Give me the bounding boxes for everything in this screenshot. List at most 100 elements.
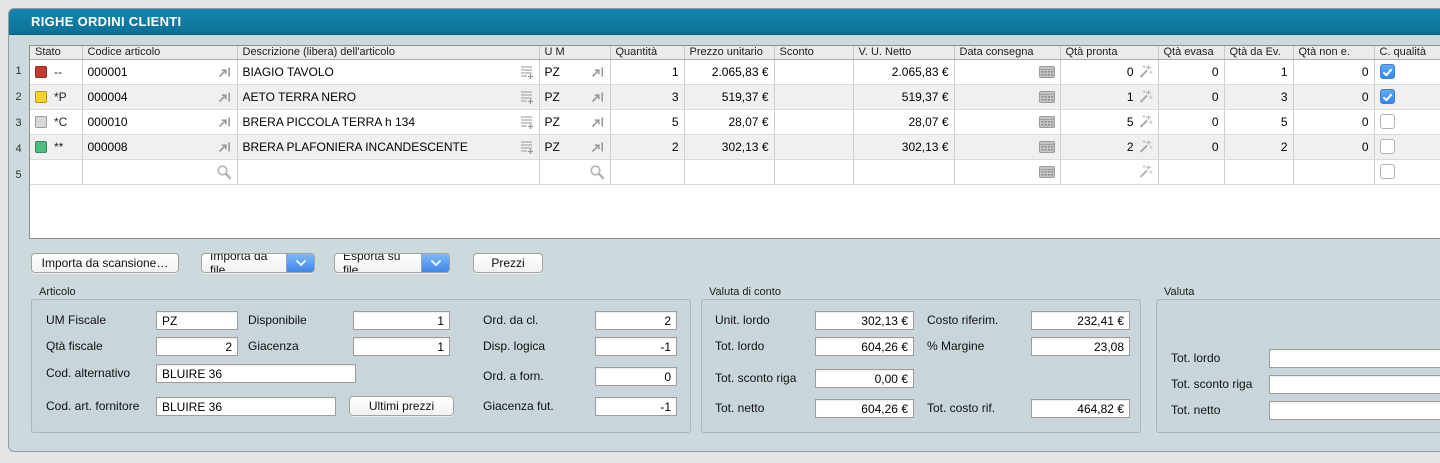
edit-description-lines-icon[interactable] — [519, 89, 534, 104]
unit-lordo-field[interactable]: 302,13 € — [815, 311, 914, 330]
goto-link-arrow-icon[interactable] — [590, 90, 605, 104]
col-header-pronta[interactable]: Qtà pronta — [1060, 46, 1159, 60]
cell-stato[interactable]: *C — [30, 109, 83, 135]
cell-prezzo-unitario[interactable]: 302,13 € — [684, 134, 775, 160]
cell-descrizione[interactable] — [237, 159, 540, 185]
cell-stato[interactable]: -- — [30, 59, 83, 85]
cell-data-consegna[interactable] — [954, 59, 1061, 85]
prezzi-button[interactable]: Prezzi — [473, 253, 543, 273]
goto-link-arrow-icon[interactable] — [217, 90, 232, 104]
col-header-qualita[interactable]: C. qualità — [1374, 46, 1440, 60]
cell-qta-evasa[interactable]: 0 — [1158, 59, 1225, 85]
goto-link-arrow-icon[interactable] — [590, 140, 605, 154]
cell-sconto[interactable] — [774, 159, 854, 185]
cell-qta-non-e[interactable]: 0 — [1293, 109, 1375, 135]
cod-alternativo-field[interactable]: BLUIRE 36 — [156, 364, 356, 383]
col-header-da-ev[interactable]: Qtà da Ev. — [1224, 46, 1294, 60]
cell-um[interactable]: PZ — [539, 59, 611, 85]
cell-quantita[interactable]: 2 — [610, 134, 685, 160]
search-lookup-icon[interactable] — [216, 164, 232, 180]
chevron-down-icon[interactable] — [286, 254, 314, 272]
search-lookup-icon[interactable] — [589, 164, 605, 180]
cell-stato[interactable] — [30, 159, 83, 185]
cell-qta-da-ev[interactable] — [1224, 159, 1294, 185]
cell-sconto[interactable] — [774, 109, 854, 135]
edit-description-lines-icon[interactable] — [519, 64, 534, 79]
chevron-down-icon[interactable] — [421, 254, 449, 272]
esporta-su-file-dropdown[interactable]: Esporta su file — [334, 253, 450, 273]
magic-wand-icon[interactable] — [1137, 139, 1153, 154]
cell-quantita[interactable]: 5 — [610, 109, 685, 135]
cell-vu-netto[interactable]: 519,37 € — [853, 84, 955, 110]
valuta-tot-netto-field[interactable] — [1269, 401, 1440, 420]
cell-data-consegna[interactable] — [954, 84, 1061, 110]
goto-link-arrow-icon[interactable] — [217, 65, 232, 79]
quality-checkbox[interactable] — [1379, 164, 1395, 180]
giacenza-field[interactable]: 1 — [353, 337, 450, 356]
cell-qta-evasa[interactable] — [1158, 159, 1225, 185]
cell-stato[interactable]: *P — [30, 84, 83, 110]
qta-fiscale-field[interactable]: 2 — [156, 337, 238, 356]
margine-field[interactable]: 23,08 — [1031, 337, 1130, 356]
magic-wand-icon[interactable] — [1137, 64, 1153, 79]
importa-da-scansione-button[interactable]: Importa da scansione… — [31, 253, 179, 273]
cell-um[interactable]: PZ — [539, 109, 611, 135]
cell-qta-non-e[interactable]: 0 — [1293, 84, 1375, 110]
cell-qta-evasa[interactable]: 0 — [1158, 134, 1225, 160]
cell-codice-articolo[interactable]: 000001 — [82, 59, 238, 85]
cell-prezzo-unitario[interactable]: 519,37 € — [684, 84, 775, 110]
edit-description-lines-icon[interactable] — [519, 114, 534, 129]
magic-wand-icon[interactable] — [1137, 114, 1153, 129]
cell-codice-articolo[interactable]: 000008 — [82, 134, 238, 160]
ultimi-prezzi-button[interactable]: Ultimi prezzi — [349, 396, 454, 416]
cell-codice-articolo[interactable]: 000010 — [82, 109, 238, 135]
calendar-icon[interactable] — [1038, 165, 1055, 178]
col-header-codice[interactable]: Codice articolo — [82, 46, 238, 60]
cell-quantita[interactable] — [610, 159, 685, 185]
col-header-quantita[interactable]: Quantità — [610, 46, 685, 60]
edit-description-lines-icon[interactable] — [519, 139, 534, 154]
cell-qta-pronta[interactable]: 5 — [1060, 109, 1159, 135]
cell-qta-da-ev[interactable]: 1 — [1224, 59, 1294, 85]
cell-data-consegna[interactable] — [954, 109, 1061, 135]
importa-da-file-dropdown[interactable]: Importa da file — [201, 253, 315, 273]
cell-qta-non-e[interactable]: 0 — [1293, 59, 1375, 85]
col-header-evasa[interactable]: Qtà evasa — [1158, 46, 1225, 60]
col-header-stato[interactable]: Stato — [30, 46, 83, 60]
cell-qta-pronta[interactable] — [1060, 159, 1159, 185]
goto-link-arrow-icon[interactable] — [217, 115, 232, 129]
ord-da-cl-field[interactable]: 2 — [595, 311, 677, 330]
cell-prezzo-unitario[interactable]: 2.065,83 € — [684, 59, 775, 85]
cell-c-qualita[interactable] — [1374, 59, 1440, 85]
magic-wand-icon[interactable] — [1137, 89, 1153, 104]
cell-prezzo-unitario[interactable]: 28,07 € — [684, 109, 775, 135]
cell-data-consegna[interactable] — [954, 134, 1061, 160]
disp-logica-field[interactable]: -1 — [595, 337, 677, 356]
cell-qta-non-e[interactable] — [1293, 159, 1375, 185]
cell-qta-pronta[interactable]: 0 — [1060, 59, 1159, 85]
cell-vu-netto[interactable]: 28,07 € — [853, 109, 955, 135]
tot-lordo-field[interactable]: 604,26 € — [815, 337, 914, 356]
cell-prezzo-unitario[interactable] — [684, 159, 775, 185]
disponibile-field[interactable]: 1 — [353, 311, 450, 330]
tot-sconto-riga-field[interactable]: 0,00 € — [815, 369, 914, 388]
col-header-netto[interactable]: V. U. Netto — [853, 46, 955, 60]
cell-data-consegna[interactable] — [954, 159, 1061, 185]
cell-um[interactable]: PZ — [539, 84, 611, 110]
cell-codice-articolo[interactable] — [82, 159, 238, 185]
cell-descrizione[interactable]: AETO TERRA NERO — [237, 84, 540, 110]
cell-quantita[interactable]: 1 — [610, 59, 685, 85]
cell-vu-netto[interactable] — [853, 159, 955, 185]
tot-netto-field[interactable]: 604,26 € — [815, 399, 914, 418]
col-header-descrizione[interactable]: Descrizione (libera) dell'articolo — [237, 46, 540, 60]
cell-quantita[interactable]: 3 — [610, 84, 685, 110]
costo-riferim-field[interactable]: 232,41 € — [1031, 311, 1130, 330]
valuta-tot-lordo-field[interactable] — [1269, 349, 1440, 368]
col-header-prezzo[interactable]: Prezzo unitario — [684, 46, 775, 60]
valuta-tot-sconto-riga-field[interactable] — [1269, 375, 1440, 394]
cell-descrizione[interactable]: BIAGIO TAVOLO — [237, 59, 540, 85]
cell-qta-pronta[interactable]: 1 — [1060, 84, 1159, 110]
cell-qta-pronta[interactable]: 2 — [1060, 134, 1159, 160]
tot-costo-rif-field[interactable]: 464,82 € — [1031, 399, 1130, 418]
quality-checkbox[interactable] — [1379, 114, 1395, 130]
